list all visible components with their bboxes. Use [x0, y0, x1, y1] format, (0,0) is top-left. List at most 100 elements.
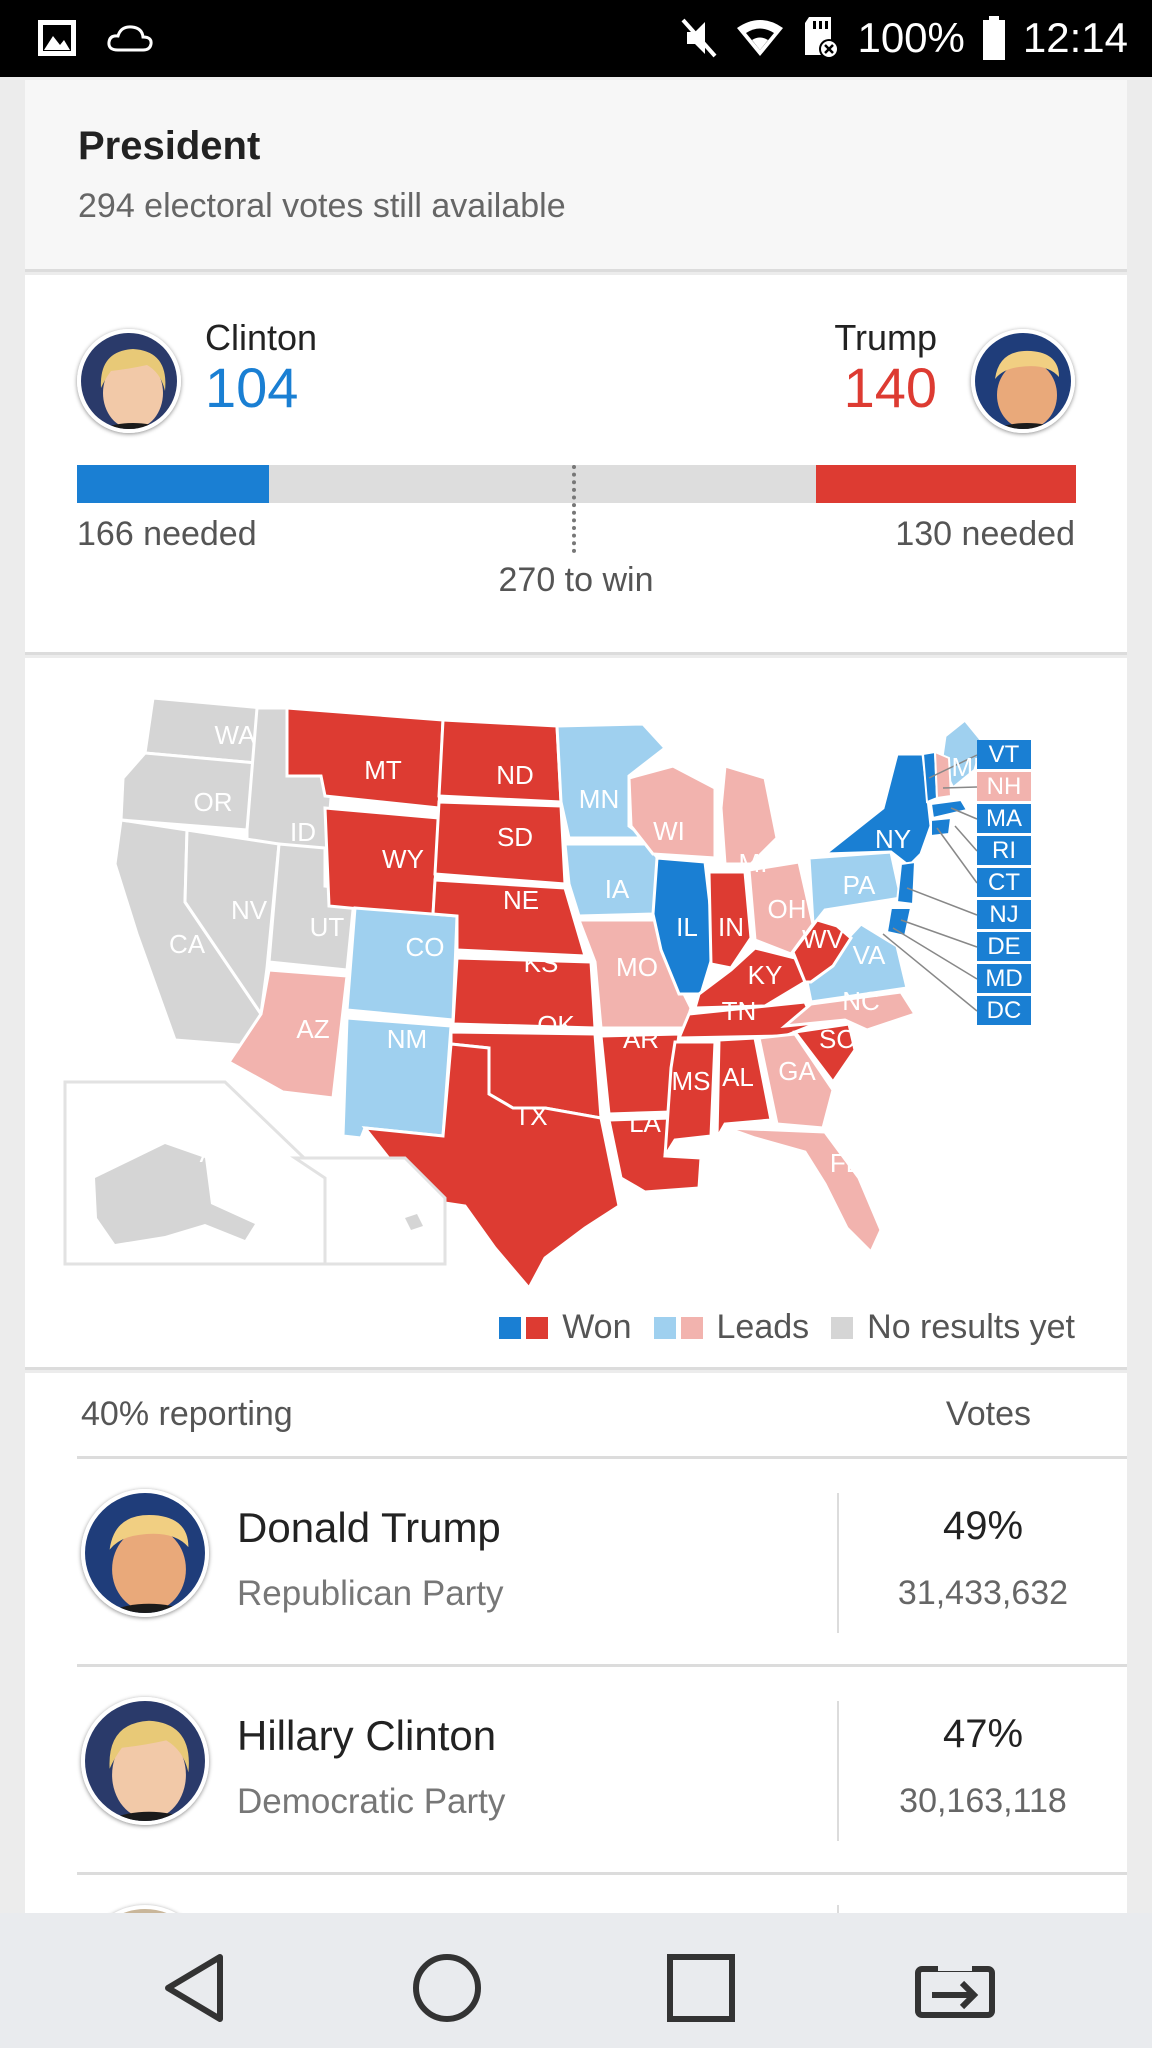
state-WI	[627, 764, 717, 860]
rep-won-swatch	[526, 1316, 549, 1339]
map-legend: Won Leads No results yet	[499, 1308, 1075, 1347]
race-title: President	[78, 124, 261, 168]
state-label-az: AZ	[296, 1014, 330, 1044]
state-label-tn: TN	[721, 996, 757, 1026]
small-state-box-dc[interactable]: DC	[977, 996, 1031, 1025]
back-icon[interactable]	[160, 1951, 230, 2025]
state-label-tx: TX	[514, 1101, 548, 1131]
clinton-avatar	[77, 329, 181, 433]
state-label-fl: FL	[829, 1148, 861, 1178]
screen-share-icon[interactable]	[912, 1951, 998, 2025]
state-label-nv: NV	[230, 895, 268, 925]
candidate-name: Hillary Clinton	[237, 1712, 497, 1759]
us-map[interactable]	[25, 658, 1127, 1298]
status-bar: 100% 12:14	[0, 0, 1152, 77]
state-label-co: CO	[405, 932, 445, 962]
votes-column-header: Votes	[945, 1395, 1031, 1433]
state-label-or: OR	[193, 787, 233, 817]
trump-progress	[816, 465, 1076, 503]
win-threshold-marker	[572, 465, 576, 553]
state-VA	[805, 922, 909, 1004]
state-label-il: IL	[676, 912, 698, 942]
small-state-box-de[interactable]: DE	[977, 932, 1031, 961]
state-AL	[715, 1036, 773, 1139]
clinton-needed: 166 needed	[77, 515, 257, 553]
android-nav-bar	[0, 1913, 1152, 2048]
state-SD	[433, 800, 567, 886]
state-label-wy: WY	[382, 844, 424, 874]
state-NC	[780, 990, 918, 1032]
legend-won: Won	[562, 1308, 632, 1346]
state-label-mo: MO	[616, 952, 658, 982]
state-label-sd: SD	[496, 822, 534, 852]
state-label-ia: IA	[604, 874, 630, 904]
gallery-icon	[38, 20, 76, 56]
small-state-box-nj[interactable]: NJ	[977, 900, 1031, 929]
state-MN	[555, 722, 668, 840]
clinton-photo	[81, 1697, 209, 1825]
state-NE	[431, 878, 588, 958]
state-label-mi: MI	[738, 848, 768, 878]
wifi-icon	[737, 20, 784, 56]
battery-icon	[982, 16, 1005, 60]
small-state-box-vt[interactable]: VT	[977, 740, 1031, 769]
small-state-box-ct[interactable]: CT	[977, 868, 1031, 897]
state-label-ks: KS	[523, 948, 559, 978]
results-header: 40% reporting Votes	[77, 1373, 1127, 1459]
electoral-votes-card: Clinton 104 Trump 140 166 needed 130 nee…	[25, 275, 1127, 655]
candidate-row-clinton[interactable]: Hillary Clinton Democratic Party 47% 30,…	[77, 1667, 1127, 1875]
state-CO	[345, 906, 459, 1022]
electoral-map-card: WA OR CA ID NV UT AZ MT WY CO NM ND SD NE KS OK TX MN IA MO…	[25, 658, 1127, 1370]
state-IN	[707, 870, 753, 970]
battery-percent: 100%	[857, 14, 965, 61]
column-divider	[837, 1701, 839, 1841]
state-label-nd: ND	[496, 760, 534, 790]
column-divider	[837, 1493, 839, 1633]
state-label-wa: WA	[214, 720, 256, 750]
popular-vote-card: 40% reporting Votes Donald Trump Republi…	[25, 1373, 1127, 1913]
small-state-box-md[interactable]: MD	[977, 964, 1031, 993]
state-label-ne: NE	[502, 885, 540, 915]
state-MS	[663, 1040, 717, 1157]
candidate-party: Democratic Party	[237, 1782, 506, 1821]
small-state-box-ma[interactable]: MA	[977, 804, 1031, 833]
third-candidate-photo	[81, 1905, 209, 1913]
home-icon[interactable]	[410, 1951, 484, 2025]
trump-name: Trump	[834, 317, 937, 358]
trump-needed: 130 needed	[895, 515, 1075, 553]
state-label-la: LA	[629, 1108, 661, 1138]
dem-leads-swatch	[653, 1316, 676, 1339]
state-label-wv: WV	[802, 924, 844, 954]
clinton-electoral-votes: 104	[205, 356, 299, 419]
state-label-ak: AK	[199, 1138, 235, 1168]
state-AZ	[226, 968, 349, 1100]
legend-no-results: No results yet	[867, 1308, 1075, 1346]
clinton-name: Clinton	[205, 317, 318, 358]
state-KS	[451, 956, 597, 1030]
candidate-row-partial[interactable]	[77, 1875, 1127, 1913]
state-WV	[791, 918, 853, 984]
cloud-icon	[107, 25, 153, 52]
candidate-row-trump[interactable]: Donald Trump Republican Party 49% 31,433…	[77, 1459, 1127, 1667]
candidate-percent: 49%	[942, 1504, 1024, 1548]
sd-card-icon	[805, 17, 840, 59]
clinton-progress	[77, 465, 269, 503]
state-SC	[792, 1022, 857, 1085]
state-label-ny: NY	[874, 824, 912, 854]
state-label-va: VA	[852, 940, 886, 970]
state-MI	[719, 764, 779, 866]
recents-icon[interactable]	[664, 1951, 738, 2025]
race-subtitle: 294 electoral votes still available	[78, 187, 566, 225]
electoral-progress-bar	[77, 465, 1076, 503]
state-TX	[361, 1042, 621, 1291]
candidate-party: Republican Party	[237, 1574, 504, 1613]
state-label-pa: PA	[842, 870, 876, 900]
dem-won-swatch	[499, 1316, 522, 1339]
state-label-ok: OK	[537, 1010, 575, 1040]
small-state-box-ri[interactable]: RI	[977, 836, 1031, 865]
state-FL	[726, 1126, 883, 1255]
small-state-box-nh[interactable]: NH	[977, 772, 1031, 801]
state-label-ga: GA	[778, 1056, 816, 1086]
candidate-votes: 31,433,632	[897, 1574, 1069, 1612]
state-label-mt: MT	[364, 755, 402, 785]
